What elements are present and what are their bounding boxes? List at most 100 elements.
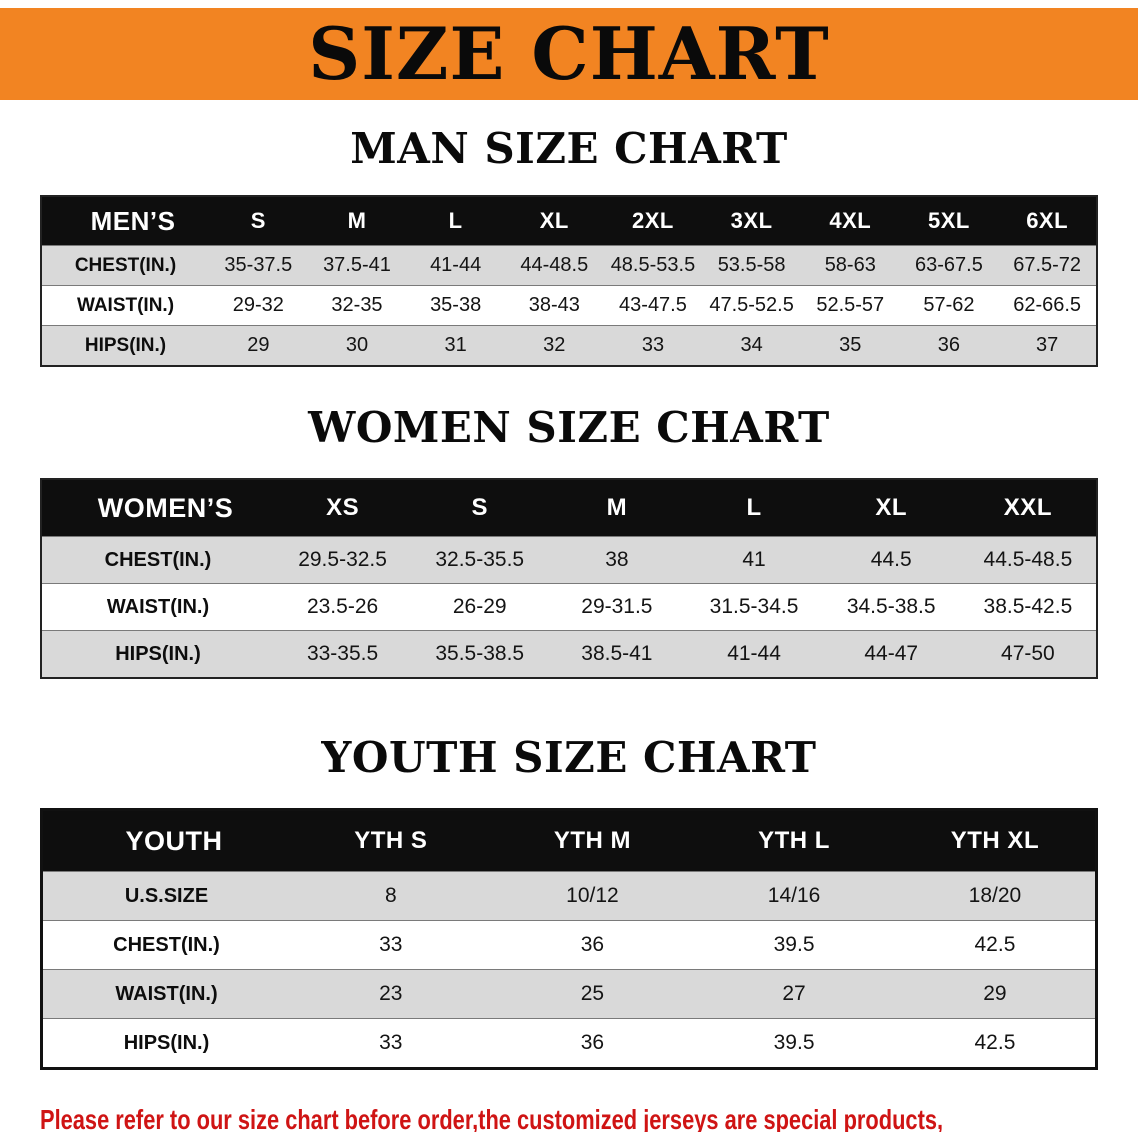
size-value: 57-62 xyxy=(899,285,999,326)
row-label: WAIST(IN.) xyxy=(41,969,290,1019)
size-column-header: M xyxy=(307,196,407,246)
size-value: 67.5-72 xyxy=(998,245,1097,286)
size-column-header: 5XL xyxy=(899,196,999,246)
note-line-1: Please refer to our size chart before or… xyxy=(40,1104,944,1132)
table-row: HIPS(IN.) 29 30 31 32 33 34 35 36 37 xyxy=(41,325,1097,366)
size-value: 31 xyxy=(406,325,505,366)
table-name-label: MEN’S xyxy=(41,196,209,246)
size-value: 8 xyxy=(290,871,492,921)
size-value: 29 xyxy=(894,969,1097,1019)
size-value: 62-66.5 xyxy=(998,285,1097,326)
size-value: 52.5-57 xyxy=(800,285,900,326)
size-value: 33 xyxy=(290,1018,492,1069)
size-value: 44-47 xyxy=(822,630,960,678)
size-column-header: 2XL xyxy=(603,196,703,246)
row-label: HIPS(IN.) xyxy=(41,630,274,678)
table-header-row: MEN’S S M L XL 2XL 3XL 4XL 5XL 6XL xyxy=(41,196,1097,246)
size-value: 26-29 xyxy=(411,583,549,631)
size-value: 36 xyxy=(899,325,999,366)
row-label: CHEST(IN.) xyxy=(41,920,290,970)
size-value: 25 xyxy=(491,969,694,1019)
size-value: 41-44 xyxy=(685,630,823,678)
size-value: 32.5-35.5 xyxy=(411,536,549,584)
table-header-row: WOMEN’S XS S M L XL XXL xyxy=(41,479,1097,537)
size-value: 29.5-32.5 xyxy=(274,536,412,584)
banner-title: SIZE CHART xyxy=(308,11,830,96)
size-value: 33 xyxy=(290,920,492,970)
row-label: HIPS(IN.) xyxy=(41,1018,290,1069)
size-column-header: YTH L xyxy=(693,809,895,872)
size-value: 35.5-38.5 xyxy=(411,630,549,678)
size-value: 29-31.5 xyxy=(548,583,686,631)
order-policy-note: Please refer to our size chart before or… xyxy=(40,1096,1138,1132)
row-label: U.S.SIZE xyxy=(41,871,290,921)
size-value: 23 xyxy=(290,969,492,1019)
size-value: 29 xyxy=(209,325,308,366)
size-column-header: XL xyxy=(822,479,960,537)
size-value: 32-35 xyxy=(307,285,407,326)
size-value: 34.5-38.5 xyxy=(822,583,960,631)
size-value: 37 xyxy=(998,325,1097,366)
size-value: 38 xyxy=(548,536,686,584)
size-value: 37.5-41 xyxy=(307,245,407,286)
size-value: 39.5 xyxy=(693,920,895,970)
size-value: 42.5 xyxy=(894,1018,1097,1069)
men-size-table: MEN’S S M L XL 2XL 3XL 4XL 5XL 6XL CHEST(IN.) 35-37… xyxy=(40,195,1098,367)
size-column-header: 3XL xyxy=(702,196,801,246)
table-row: CHEST(IN.) 29.5-32.5 32.5-35.5 38 41 44.5 44.5… xyxy=(41,536,1097,584)
size-column-header: YTH XL xyxy=(894,809,1097,872)
row-label: WAIST(IN.) xyxy=(41,285,209,326)
size-value: 38-43 xyxy=(504,285,604,326)
size-value: 35-37.5 xyxy=(209,245,308,286)
size-value: 35-38 xyxy=(406,285,505,326)
table-row: WAIST(IN.) 23 25 27 29 xyxy=(41,969,1097,1019)
size-value: 44-48.5 xyxy=(504,245,604,286)
size-value: 18/20 xyxy=(894,871,1097,921)
size-column-header: XXL xyxy=(959,479,1097,537)
size-value: 31.5-34.5 xyxy=(685,583,823,631)
size-value: 29-32 xyxy=(209,285,308,326)
size-value: 36 xyxy=(491,1018,694,1069)
table-name-label: YOUTH xyxy=(41,809,290,872)
size-value: 47.5-52.5 xyxy=(702,285,801,326)
row-label: HIPS(IN.) xyxy=(41,325,209,366)
men-section: MAN SIZE CHART MEN’S S M L XL 2XL 3XL 4XL 5XL 6XL… xyxy=(0,124,1138,367)
size-value: 39.5 xyxy=(693,1018,895,1069)
size-value: 48.5-53.5 xyxy=(603,245,703,286)
size-column-header: XS xyxy=(274,479,412,537)
size-column-header: L xyxy=(406,196,505,246)
youth-size-table: YOUTH YTH S YTH M YTH L YTH XL U.S.SIZE 8 10/12… xyxy=(40,808,1098,1070)
size-value: 43-47.5 xyxy=(603,285,703,326)
size-value: 38.5-41 xyxy=(548,630,686,678)
women-size-table: WOMEN’S XS S M L XL XXL CHEST(IN.) 29.5-32.5 32.5… xyxy=(40,478,1098,679)
table-name-label: WOMEN’S xyxy=(41,479,274,537)
size-value: 42.5 xyxy=(894,920,1097,970)
women-section: WOMEN SIZE CHART WOMEN’S XS S M L XL XXL CHEST(… xyxy=(0,403,1138,679)
size-column-header: S xyxy=(411,479,549,537)
size-chart-banner: SIZE CHART xyxy=(0,8,1138,100)
size-column-header: L xyxy=(685,479,823,537)
size-column-header: S xyxy=(209,196,308,246)
men-section-heading: MAN SIZE CHART xyxy=(350,124,788,173)
size-value: 36 xyxy=(491,920,694,970)
size-value: 35 xyxy=(800,325,900,366)
size-value: 34 xyxy=(702,325,801,366)
size-value: 38.5-42.5 xyxy=(959,583,1097,631)
size-value: 53.5-58 xyxy=(702,245,801,286)
size-column-header: M xyxy=(548,479,686,537)
size-value: 10/12 xyxy=(491,871,694,921)
youth-section: YOUTH SIZE CHART YOUTH YTH S YTH M YTH L YTH… xyxy=(0,733,1138,1070)
size-value: 41-44 xyxy=(406,245,505,286)
size-value: 41 xyxy=(685,536,823,584)
table-row: HIPS(IN.) 33-35.5 35.5-38.5 38.5-41 41-44 44-… xyxy=(41,630,1097,678)
size-column-header: YTH M xyxy=(491,809,694,872)
size-column-header: 4XL xyxy=(800,196,900,246)
row-label: CHEST(IN.) xyxy=(41,536,274,584)
women-section-heading: WOMEN SIZE CHART xyxy=(308,403,830,452)
table-row: CHEST(IN.) 33 36 39.5 42.5 xyxy=(41,920,1097,970)
size-column-header: XL xyxy=(504,196,604,246)
size-value: 33 xyxy=(603,325,703,366)
table-row: WAIST(IN.) 23.5-26 26-29 29-31.5 31.5-34.5 34… xyxy=(41,583,1097,631)
table-row: WAIST(IN.) 29-32 32-35 35-38 38-43 43-47.5 47.… xyxy=(41,285,1097,326)
